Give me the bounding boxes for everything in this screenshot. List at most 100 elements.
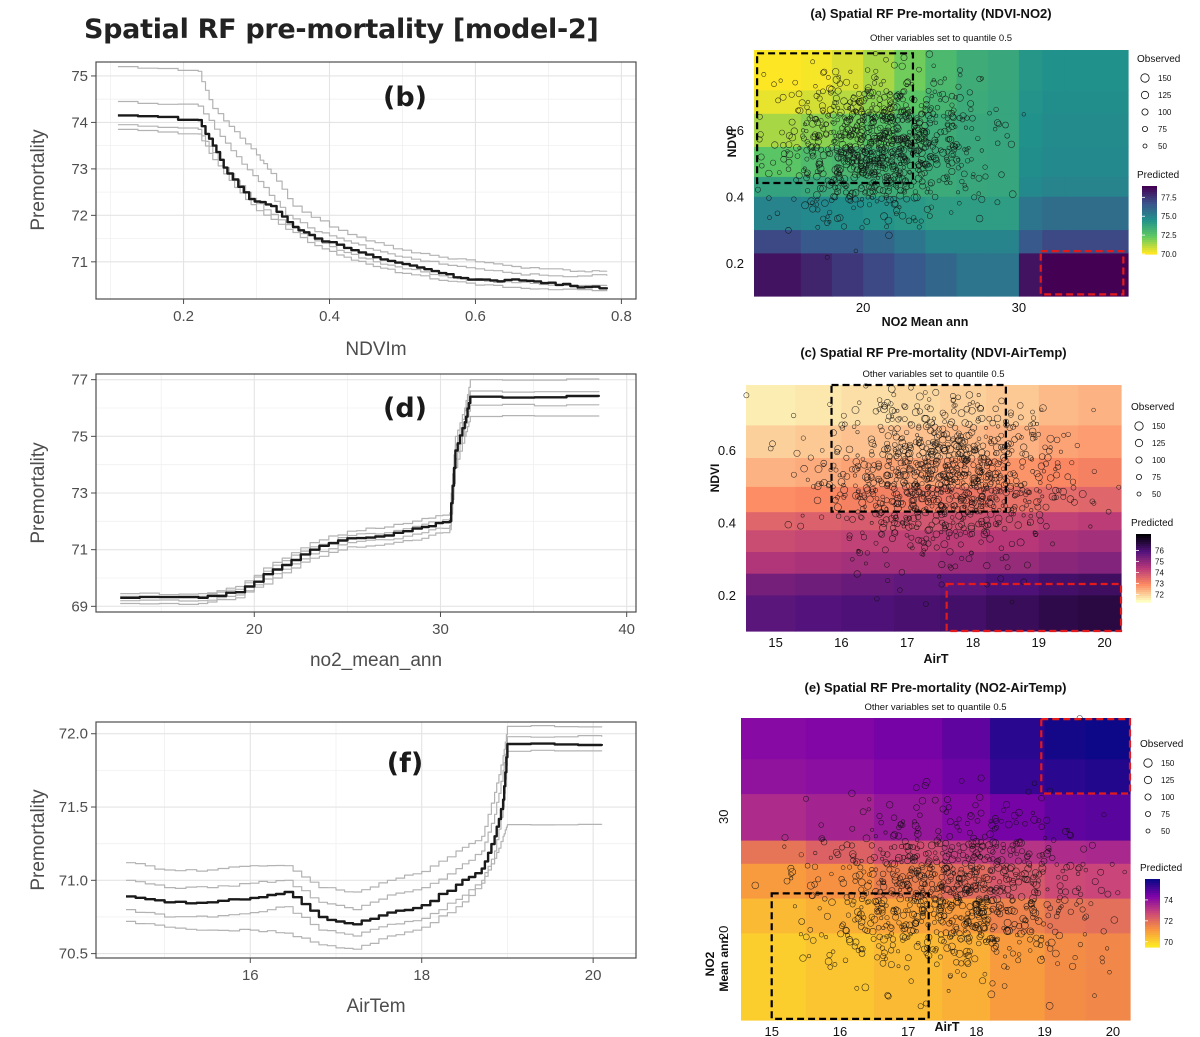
observed-point — [953, 156, 961, 164]
observed-point — [900, 520, 905, 525]
heatmap-cell — [741, 932, 807, 1021]
observed-point — [1000, 884, 1006, 891]
observed-point — [803, 933, 810, 941]
observed-point — [900, 881, 907, 888]
observed-point — [865, 129, 871, 135]
observed-point — [1000, 454, 1008, 462]
observed-point — [901, 187, 907, 193]
heatmap-cell — [1038, 551, 1079, 574]
heatmap-cell — [746, 385, 796, 426]
colorbar-segment — [1142, 216, 1157, 219]
observed-point — [885, 481, 891, 487]
observed-point — [994, 863, 1003, 872]
observed-point — [832, 962, 838, 967]
observed-point — [955, 879, 961, 885]
observed-point — [901, 153, 907, 160]
observed-point — [819, 448, 825, 453]
heatmap-cell — [1065, 89, 1129, 114]
observed-point — [852, 458, 860, 466]
observed-point — [945, 906, 953, 914]
observed-point — [785, 158, 793, 166]
heatmap-cell — [987, 176, 1020, 197]
colorbar-segment — [1142, 230, 1157, 233]
observed-point — [879, 877, 884, 882]
x-tick-label: 20 — [1106, 1024, 1120, 1037]
observed-point — [953, 925, 960, 932]
observed-point — [918, 906, 927, 915]
observed-point — [939, 409, 946, 416]
observed-point — [1038, 794, 1045, 802]
observed-point — [858, 878, 866, 887]
observed-point — [919, 879, 927, 888]
heatmap-cell — [986, 457, 1040, 487]
colorbar-segment — [1142, 212, 1157, 215]
observed-point — [906, 852, 914, 859]
observed-point — [989, 896, 997, 904]
heatmap-cell — [805, 718, 875, 760]
observed-point — [824, 254, 830, 260]
observed-point — [953, 464, 960, 472]
observed-point — [843, 473, 851, 480]
heatmap-cell — [800, 89, 833, 114]
observed-point — [876, 397, 883, 403]
observed-point — [1070, 484, 1077, 491]
observed-point — [1039, 852, 1046, 858]
observed-point — [910, 493, 915, 498]
legend-size-label: 100 — [1152, 456, 1166, 465]
observed-point — [885, 452, 893, 461]
heatmap-cell — [956, 89, 989, 114]
observed-point — [900, 478, 908, 486]
observed-point — [855, 948, 861, 953]
heatmap-cell — [987, 113, 1020, 147]
y-axis-label: Premortality — [28, 789, 49, 891]
observed-point — [994, 937, 999, 943]
x-tick-label: 17 — [900, 635, 914, 650]
observed-point — [821, 199, 829, 207]
observed-point — [900, 88, 908, 95]
heatmap-cell — [741, 793, 807, 841]
observed-point — [850, 173, 859, 182]
observed-point — [878, 900, 886, 907]
legend-size-key — [1136, 473, 1143, 480]
observed-point — [907, 897, 913, 902]
plot-background — [96, 722, 636, 958]
observed-point — [920, 945, 928, 953]
observed-point — [1030, 914, 1036, 920]
x-tick-label: 19 — [1037, 1024, 1051, 1037]
observed-point — [866, 202, 873, 208]
observed-point — [816, 185, 824, 192]
observed-point — [966, 146, 971, 150]
legend-size-label: 100 — [1161, 793, 1175, 802]
observed-point — [1037, 489, 1042, 494]
observed-point — [1063, 863, 1070, 871]
observed-point — [1088, 841, 1096, 849]
observed-point — [826, 106, 835, 114]
observed-point — [1036, 511, 1044, 519]
observed-point — [962, 459, 968, 466]
observed-point — [914, 524, 920, 530]
observed-point — [868, 170, 875, 177]
observed-point — [810, 59, 816, 65]
observed-point — [970, 400, 975, 405]
observed-point — [891, 485, 898, 492]
observed-point — [904, 110, 911, 117]
observed-point — [1019, 505, 1026, 512]
observed-point — [884, 851, 891, 858]
observed-point — [784, 521, 792, 529]
observed-point — [977, 907, 982, 912]
observed-point — [1010, 877, 1016, 883]
observed-point — [906, 441, 913, 448]
x-tick-label: 0.6 — [465, 308, 486, 325]
observed-point — [938, 560, 946, 569]
observed-point — [948, 168, 956, 175]
observed-point — [949, 457, 955, 463]
observed-point — [852, 878, 858, 884]
observed-point — [1002, 801, 1011, 809]
observed-point — [974, 402, 981, 408]
observed-point — [850, 126, 856, 133]
observed-point — [914, 830, 922, 838]
observed-point — [887, 472, 894, 478]
observed-point — [834, 153, 842, 161]
observed-point — [964, 914, 970, 920]
observed-point — [805, 141, 812, 147]
